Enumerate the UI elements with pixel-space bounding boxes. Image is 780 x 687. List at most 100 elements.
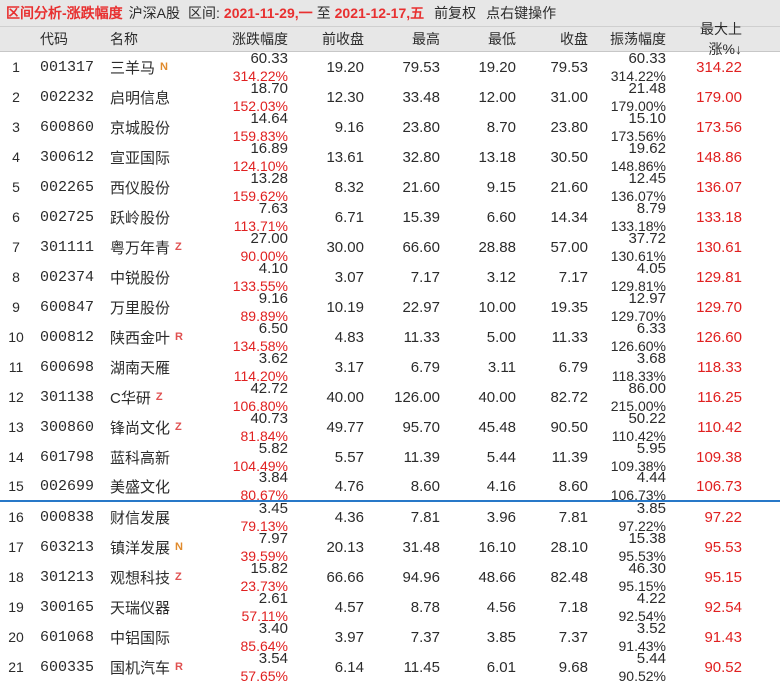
- row-code: 301111: [32, 238, 110, 256]
- row-high: 21.60: [370, 179, 446, 196]
- adjust-mode-label[interactable]: 前复权: [434, 3, 476, 23]
- row-amplitude: 19.62 148.86%: [594, 140, 672, 173]
- row-code: 301213: [32, 568, 110, 586]
- row-prevclose: 4.83: [294, 329, 370, 346]
- table-row[interactable]: 9 600847 万里股份 9.16 89.89% 10.19 22.97 10.00 19.3…: [0, 292, 780, 322]
- row-high: 23.80: [370, 119, 446, 136]
- table-row[interactable]: 11 600698 湖南天雁 3.62 114.20% 3.17 6.79 3.11 6.79 3…: [0, 352, 780, 382]
- row-prevclose: 4.57: [294, 599, 370, 616]
- row-rank: 1: [0, 59, 32, 76]
- header-close[interactable]: 收盘: [522, 29, 594, 49]
- row-change-pct: 13.28 159.62%: [202, 170, 294, 203]
- row-low: 48.66: [446, 569, 522, 586]
- row-high: 11.45: [370, 659, 446, 676]
- table-row[interactable]: 13 300860 锋尚文化 Z 40.73 81.84% 49.77 95.70 45.48 9…: [0, 412, 780, 442]
- table-row[interactable]: 6 002725 跃岭股份 7.63 113.71% 6.71 15.39 6.60 14.34…: [0, 202, 780, 232]
- row-high: 94.96: [370, 569, 446, 586]
- row-change-pct: 60.33 314.22%: [202, 50, 294, 83]
- row-rank: 19: [0, 599, 32, 616]
- table-row[interactable]: 18 301213 观想科技 Z 15.82 23.73% 66.66 94.96 48.66 8…: [0, 562, 780, 592]
- row-rank: 2: [0, 89, 32, 106]
- table-row[interactable]: 5 002265 西仪股份 13.28 159.62% 8.32 21.60 9.15 21.6…: [0, 172, 780, 202]
- row-amplitude: 37.72 130.61%: [594, 230, 672, 263]
- table-row[interactable]: 8 002374 中锐股份 4.10 133.55% 3.07 7.17 3.12 7.17 4.…: [0, 262, 780, 292]
- row-high: 126.00: [370, 389, 446, 406]
- row-low: 3.12: [446, 269, 522, 286]
- row-name: 宣亚国际: [110, 147, 202, 168]
- row-close: 31.00: [522, 89, 594, 106]
- row-close: 82.72: [522, 389, 594, 406]
- row-change-pct: 7.63 113.71%: [202, 200, 294, 233]
- header-name[interactable]: 名称: [110, 29, 202, 49]
- row-low: 28.88: [446, 239, 522, 256]
- row-prevclose: 4.36: [294, 509, 370, 526]
- row-code: 002232: [32, 88, 110, 106]
- row-code: 300612: [32, 148, 110, 166]
- row-high: 32.80: [370, 149, 446, 166]
- row-code: 002699: [32, 477, 110, 495]
- row-change-pct: 3.54 57.65%: [202, 650, 294, 683]
- row-rank: 9: [0, 299, 32, 316]
- row-close: 28.10: [522, 539, 594, 556]
- table-row[interactable]: 19 300165 天瑞仪器 2.61 57.11% 4.57 8.78 4.56 7.18 4.…: [0, 592, 780, 622]
- titlebar: 区间分析-涨跌幅度 沪深A股 区间: 2021-11-29,一 至 2021-1…: [0, 0, 780, 27]
- table-row[interactable]: 21 600335 国机汽车 R 3.54 57.65% 6.14 11.45 6.01 9.68…: [0, 652, 780, 682]
- row-prevclose: 19.20: [294, 59, 370, 76]
- row-prevclose: 3.97: [294, 629, 370, 646]
- row-code: 603213: [32, 538, 110, 556]
- row-low: 5.00: [446, 329, 522, 346]
- row-name: 中锐股份: [110, 267, 202, 288]
- row-name: 蓝科高新: [110, 447, 202, 468]
- row-prevclose: 49.77: [294, 419, 370, 436]
- row-prevclose: 12.30: [294, 89, 370, 106]
- table-row[interactable]: 17 603213 镇洋发展 N 7.97 39.59% 20.13 31.48 16.10 28…: [0, 532, 780, 562]
- row-rank: 21: [0, 659, 32, 676]
- row-amplitude: 12.45 136.07%: [594, 170, 672, 203]
- row-close: 7.37: [522, 629, 594, 646]
- header-amplitude[interactable]: 振荡幅度: [594, 29, 672, 49]
- row-close: 7.18: [522, 599, 594, 616]
- row-rank: 5: [0, 179, 32, 196]
- row-amplitude: 3.52 91.43%: [594, 620, 672, 653]
- row-code: 000812: [32, 328, 110, 346]
- row-change-pct: 18.70 152.03%: [202, 80, 294, 113]
- row-prevclose: 3.17: [294, 359, 370, 376]
- row-close: 79.53: [522, 59, 594, 76]
- header-high[interactable]: 最高: [370, 29, 446, 49]
- row-low: 19.20: [446, 59, 522, 76]
- row-high: 8.60: [370, 478, 446, 495]
- range-label: 区间:: [188, 3, 220, 23]
- table-row[interactable]: 16 000838 财信发展 3.45 79.13% 4.36 7.81 3.96 7.81 3.…: [0, 502, 780, 532]
- row-maxup: 95.53: [672, 539, 748, 556]
- row-code: 601798: [32, 448, 110, 466]
- header-code[interactable]: 代码: [32, 29, 110, 49]
- table-row[interactable]: 20 601068 中铝国际 3.40 85.64% 3.97 7.37 3.85 7.37 3.…: [0, 622, 780, 652]
- row-close: 7.81: [522, 509, 594, 526]
- row-low: 10.00: [446, 299, 522, 316]
- header-change-pct[interactable]: 涨跌幅度: [202, 29, 294, 49]
- table-row[interactable]: 12 301138 C华研 Z 42.72 106.80% 40.00 126.00 40.00…: [0, 382, 780, 412]
- row-prevclose: 8.32: [294, 179, 370, 196]
- table-row[interactable]: 10 000812 陕西金叶 R 6.50 134.58% 4.83 11.33 5.00 11.…: [0, 322, 780, 352]
- row-low: 5.44: [446, 449, 522, 466]
- table-row[interactable]: 14 601798 蓝科高新 5.82 104.49% 5.57 11.39 5.44 11.3…: [0, 442, 780, 472]
- row-change-pct: 9.16 89.89%: [202, 290, 294, 323]
- row-close: 30.50: [522, 149, 594, 166]
- row-maxup: 95.15: [672, 569, 748, 586]
- row-close: 90.50: [522, 419, 594, 436]
- table-row[interactable]: 4 300612 宣亚国际 16.89 124.10% 13.61 32.80 13.18 30…: [0, 142, 780, 172]
- row-change-pct: 3.40 85.64%: [202, 620, 294, 653]
- header-prevclose[interactable]: 前收盘: [294, 29, 370, 49]
- row-name: 镇洋发展 N: [110, 537, 202, 558]
- row-rank: 7: [0, 239, 32, 256]
- header-low[interactable]: 最低: [446, 29, 522, 49]
- row-change-pct: 3.62 114.20%: [202, 350, 294, 383]
- row-prevclose: 10.19: [294, 299, 370, 316]
- table-row[interactable]: 7 301111 粤万年青 Z 27.00 90.00% 30.00 66.60 28.88 57…: [0, 232, 780, 262]
- row-name: 三羊马 N: [110, 57, 202, 78]
- table-row[interactable]: 1 001317 三羊马 N 60.33 314.22% 19.20 79.53 19.20 79…: [0, 52, 780, 82]
- table-row[interactable]: 15 002699 美盛文化 3.84 80.67% 4.76 8.60 4.16 8.60 4.…: [0, 472, 780, 502]
- table-row[interactable]: 3 600860 京城股份 14.64 159.83% 9.16 23.80 8.70 23.8…: [0, 112, 780, 142]
- row-change-pct: 27.00 90.00%: [202, 230, 294, 263]
- table-row[interactable]: 2 002232 启明信息 18.70 152.03% 12.30 33.48 12.00 31…: [0, 82, 780, 112]
